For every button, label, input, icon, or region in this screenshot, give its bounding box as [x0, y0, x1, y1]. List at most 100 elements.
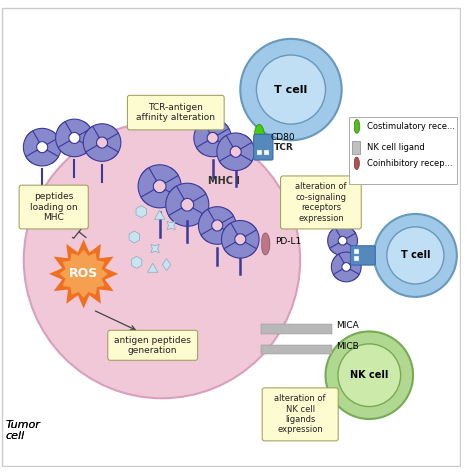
Polygon shape: [220, 209, 236, 242]
Polygon shape: [243, 223, 259, 255]
Polygon shape: [49, 239, 118, 309]
Polygon shape: [58, 141, 91, 157]
Polygon shape: [201, 207, 234, 223]
Text: MHC I: MHC I: [208, 176, 240, 186]
Polygon shape: [330, 226, 356, 238]
Text: T cell: T cell: [274, 84, 308, 94]
Polygon shape: [238, 136, 255, 168]
Polygon shape: [166, 186, 184, 223]
Polygon shape: [354, 119, 360, 133]
Polygon shape: [167, 221, 175, 230]
Circle shape: [24, 122, 300, 398]
Text: TCR-antigen
affinity alteration: TCR-antigen affinity alteration: [137, 103, 215, 122]
Polygon shape: [163, 168, 181, 205]
Circle shape: [256, 55, 326, 124]
FancyBboxPatch shape: [262, 388, 338, 441]
Polygon shape: [354, 157, 359, 170]
Text: TCR: TCR: [273, 143, 293, 152]
Polygon shape: [215, 122, 231, 154]
FancyBboxPatch shape: [19, 185, 88, 229]
FancyBboxPatch shape: [281, 176, 361, 229]
Polygon shape: [219, 133, 252, 149]
Polygon shape: [147, 263, 158, 272]
Polygon shape: [58, 119, 91, 135]
Text: peptides
loading on
MHC: peptides loading on MHC: [30, 192, 77, 222]
FancyBboxPatch shape: [350, 246, 375, 265]
Polygon shape: [348, 254, 361, 280]
Polygon shape: [333, 269, 359, 282]
Text: NK cell ligand: NK cell ligand: [367, 143, 425, 152]
FancyBboxPatch shape: [108, 330, 198, 360]
Circle shape: [240, 39, 342, 140]
Text: alteration of
co-signaling
receptors
expression: alteration of co-signaling receptors exp…: [295, 182, 346, 223]
Text: CD80: CD80: [270, 134, 295, 143]
Polygon shape: [163, 259, 171, 271]
Polygon shape: [83, 126, 99, 159]
FancyBboxPatch shape: [254, 134, 273, 160]
Polygon shape: [196, 141, 229, 157]
Polygon shape: [26, 128, 58, 145]
FancyBboxPatch shape: [348, 117, 457, 184]
Text: T cell: T cell: [401, 250, 430, 260]
Polygon shape: [59, 250, 108, 298]
Polygon shape: [196, 119, 229, 135]
Text: ROS: ROS: [69, 267, 98, 280]
Polygon shape: [136, 206, 146, 218]
Polygon shape: [345, 228, 357, 254]
Text: antigen peptides
generation: antigen peptides generation: [114, 336, 191, 355]
Polygon shape: [138, 168, 156, 205]
Polygon shape: [199, 209, 214, 242]
Text: Coinhibitory recep...: Coinhibitory recep...: [367, 159, 453, 168]
Polygon shape: [217, 136, 233, 168]
Text: Tumor
cell: Tumor cell: [5, 419, 40, 441]
Polygon shape: [141, 190, 178, 208]
Polygon shape: [255, 125, 264, 151]
Text: alteration of
NK cell
ligands
expression: alteration of NK cell ligands expression: [274, 394, 326, 435]
Polygon shape: [330, 243, 356, 255]
Polygon shape: [221, 223, 237, 255]
Polygon shape: [169, 208, 206, 226]
Bar: [352, 141, 360, 154]
Text: Tumor
cell: Tumor cell: [5, 419, 40, 441]
Polygon shape: [105, 126, 121, 159]
Polygon shape: [194, 122, 210, 154]
Circle shape: [338, 344, 401, 407]
FancyArrow shape: [261, 324, 332, 334]
Polygon shape: [155, 210, 165, 219]
Polygon shape: [169, 183, 206, 201]
Polygon shape: [328, 228, 340, 254]
Circle shape: [387, 227, 444, 284]
Polygon shape: [219, 155, 252, 171]
Text: MICB: MICB: [336, 342, 359, 351]
Polygon shape: [151, 244, 159, 253]
Polygon shape: [191, 186, 209, 223]
Bar: [354, 256, 359, 261]
Circle shape: [326, 331, 413, 419]
Polygon shape: [86, 146, 118, 161]
FancyBboxPatch shape: [2, 8, 460, 466]
Polygon shape: [224, 220, 256, 237]
Polygon shape: [201, 228, 234, 244]
Polygon shape: [77, 122, 93, 154]
Text: PD-L1: PD-L1: [275, 237, 301, 246]
Polygon shape: [331, 254, 344, 280]
Text: NK cell: NK cell: [350, 370, 389, 380]
FancyArrow shape: [261, 345, 332, 355]
Polygon shape: [55, 122, 72, 154]
Polygon shape: [224, 242, 256, 258]
Text: Costimulatory rece...: Costimulatory rece...: [367, 122, 455, 131]
Polygon shape: [86, 124, 118, 140]
Polygon shape: [26, 150, 58, 166]
Polygon shape: [141, 165, 178, 183]
Polygon shape: [23, 131, 39, 164]
Bar: [264, 150, 269, 155]
Polygon shape: [333, 252, 359, 265]
Circle shape: [374, 214, 457, 297]
Bar: [354, 248, 359, 254]
Bar: [257, 150, 263, 155]
Polygon shape: [129, 231, 139, 243]
FancyBboxPatch shape: [128, 95, 224, 130]
Polygon shape: [131, 256, 142, 268]
Polygon shape: [262, 233, 270, 255]
Text: MICA: MICA: [336, 321, 359, 330]
